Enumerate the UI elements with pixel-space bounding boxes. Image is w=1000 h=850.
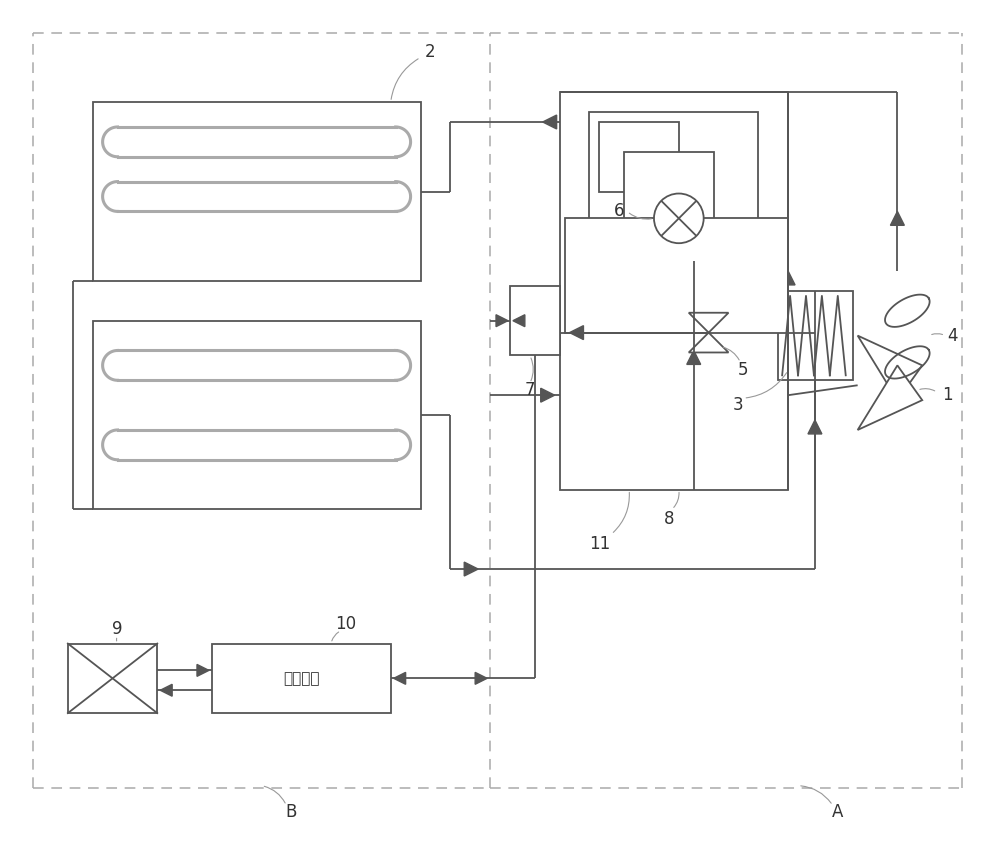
Text: 9: 9 (112, 620, 123, 638)
Bar (212, 643, 391, 713)
Polygon shape (543, 115, 557, 129)
Bar (68, 643, 157, 713)
Text: 11: 11 (589, 536, 610, 553)
Polygon shape (781, 271, 795, 285)
Circle shape (654, 194, 704, 243)
Text: 5: 5 (738, 361, 749, 379)
Polygon shape (513, 314, 525, 326)
Bar (510, 286, 560, 355)
Bar (589, 112, 758, 261)
Polygon shape (464, 562, 478, 576)
Polygon shape (475, 672, 487, 684)
Polygon shape (687, 350, 701, 365)
Text: 控制系统: 控制系统 (283, 671, 320, 686)
Text: B: B (286, 803, 297, 821)
Bar (93, 320, 421, 509)
Polygon shape (858, 336, 922, 400)
Text: 4: 4 (947, 326, 957, 344)
Polygon shape (858, 366, 922, 430)
Text: 7: 7 (525, 382, 535, 400)
Polygon shape (541, 388, 555, 402)
Text: 6: 6 (614, 202, 624, 220)
Bar (599, 122, 679, 191)
Text: 1: 1 (942, 386, 952, 405)
Text: 10: 10 (335, 615, 357, 632)
Text: A: A (832, 803, 843, 821)
Text: 2: 2 (425, 43, 436, 61)
Bar (565, 218, 788, 332)
Bar (624, 152, 714, 231)
Polygon shape (689, 313, 728, 332)
Polygon shape (890, 212, 904, 225)
Polygon shape (808, 420, 822, 434)
Polygon shape (689, 332, 728, 353)
Polygon shape (570, 326, 583, 339)
Polygon shape (496, 314, 508, 326)
Polygon shape (394, 672, 406, 684)
Bar (778, 291, 853, 380)
Polygon shape (160, 684, 172, 696)
Text: 8: 8 (664, 510, 674, 529)
Bar (93, 102, 421, 281)
Polygon shape (197, 665, 209, 677)
Bar (560, 92, 788, 490)
Text: 3: 3 (733, 396, 744, 414)
